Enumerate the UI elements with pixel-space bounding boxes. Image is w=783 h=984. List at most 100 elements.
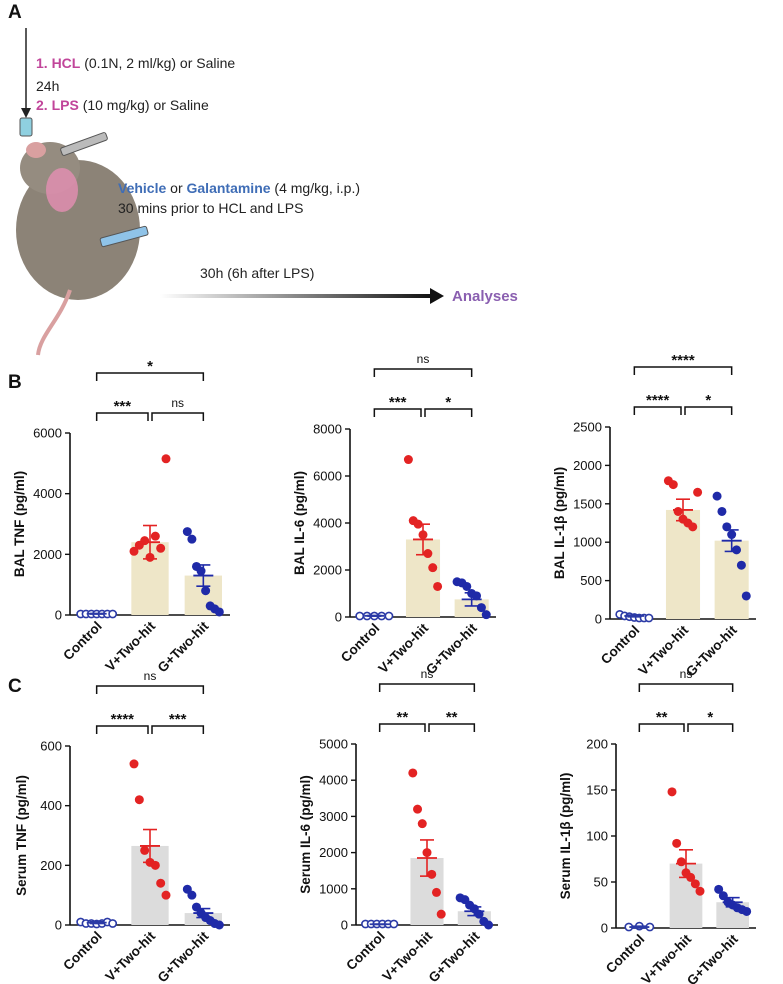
category-label: Control [603,932,648,977]
data-point-vehicle [140,845,150,855]
data-point-galantamine [476,603,486,613]
significance-label: **** [646,392,670,409]
data-point-vehicle [423,549,433,559]
significance-bracket [684,406,733,415]
category-label: G+Two-hit [426,928,483,984]
y-tick-label: 100 [586,829,608,844]
significance-label: ns [680,667,693,681]
duration-text: 30h (6h after LPS) [200,265,315,281]
data-point-galantamine [182,527,192,537]
data-point-vehicle [693,487,703,497]
significance-bracket [151,725,205,734]
y-tick-label: 2000 [319,845,348,860]
treatment-text: Vehicle or Galantamine (4 mg/kg, i.p.) [118,180,361,196]
y-axis-label: BAL IL-1β (pg/ml) [552,467,567,579]
category-label: Control [343,929,388,974]
significance-bracket [95,372,205,381]
significance-label: **** [111,711,135,728]
significance-bracket [638,723,685,732]
y-tick-label: 6000 [33,426,62,441]
y-tick-label: 1000 [319,881,348,896]
data-point-vehicle [140,536,150,546]
data-point-vehicle [695,886,705,896]
data-point-galantamine [741,591,751,601]
data-point-galantamine [712,491,722,501]
timing-text: 30 mins prior to HCL and LPS [118,200,304,216]
y-tick-label: 0 [595,612,602,627]
data-point-vehicle [436,909,446,919]
data-point-vehicle [688,522,698,532]
data-point-vehicle [433,581,443,591]
data-point-galantamine [484,920,494,930]
significance-label: ns [421,667,434,681]
panel-label-a: A [8,2,22,23]
data-point-control [108,919,118,928]
bar-g-two-hit [714,540,749,619]
y-tick-label: 2000 [33,547,62,562]
significance-label: * [445,394,451,411]
step2-text: 2. LPS (10 mg/kg) or Saline [36,97,209,113]
chart-bal-il6: 0 2000 4000 6000 8000 BAL IL-6 (pg/ml) Control… [292,352,496,677]
data-point-control [355,611,365,621]
significance-bracket [428,723,476,732]
y-tick-label: 200 [40,858,62,873]
chart-serum-il6: 0 1000 2000 3000 4000 5000 Serum IL-6 (pg/ml) C… [298,667,498,984]
data-point-vehicle [431,887,441,897]
y-axis-label: BAL IL-6 (pg/ml) [292,471,307,575]
y-tick-label: 600 [40,739,62,754]
y-tick-label: 1500 [573,496,602,511]
data-point-galantamine [214,920,224,930]
y-tick-label: 500 [580,573,602,588]
y-tick-label: 4000 [319,773,348,788]
category-label: Control [338,621,383,666]
significance-bracket [373,408,422,417]
significance-label: ** [396,709,408,726]
data-point-control [644,613,654,623]
data-point-galantamine [201,586,211,596]
significance-bracket [151,412,205,421]
y-tick-label: 1000 [573,535,602,550]
significance-label: ns [417,352,430,366]
y-tick-label: 0 [601,921,608,936]
significance-bracket [95,412,149,421]
category-label: G+Two-hit [684,931,741,984]
significance-bracket [424,408,473,417]
significance-bracket [687,723,734,732]
data-point-galantamine [481,610,491,620]
significance-label: *** [389,394,407,411]
category-label: G+Two-hit [155,928,212,984]
data-point-vehicle [403,455,413,465]
y-axis-label: Serum TNF (pg/ml) [14,775,29,896]
y-tick-label: 0 [55,608,62,623]
timeline-arrowhead [21,108,31,118]
y-tick-label: 0 [335,610,342,625]
significance-bracket [378,683,476,692]
data-point-vehicle [134,795,144,805]
y-axis-label: BAL TNF (pg/ml) [12,471,27,577]
data-point-vehicle [156,878,166,888]
significance-bracket [633,406,682,415]
y-tick-label: 3000 [319,809,348,824]
significance-label: ns [171,396,184,410]
data-point-vehicle [676,857,686,867]
mouse-ear-icon [26,142,46,158]
data-point-vehicle [150,531,160,541]
category-label: Control [60,929,105,974]
y-tick-label: 200 [586,737,608,752]
data-point-vehicle [427,869,437,879]
data-point-vehicle [668,480,678,490]
y-tick-label: 0 [55,918,62,933]
mouse-illustration [16,28,149,356]
analyses-text: Analyses [452,288,518,305]
data-point-vehicle [417,819,427,829]
data-point-control [389,919,399,929]
y-tick-label: 4000 [33,486,62,501]
significance-bracket [633,366,733,375]
significance-label: **** [671,352,695,369]
significance-bracket [378,723,426,732]
y-tick-label: 50 [594,875,608,890]
experimental-schematic: A 1. HCL (0.1N, 2 ml/kg) or Saline 24h 2… [0,0,783,360]
y-tick-label: 4000 [313,516,342,531]
